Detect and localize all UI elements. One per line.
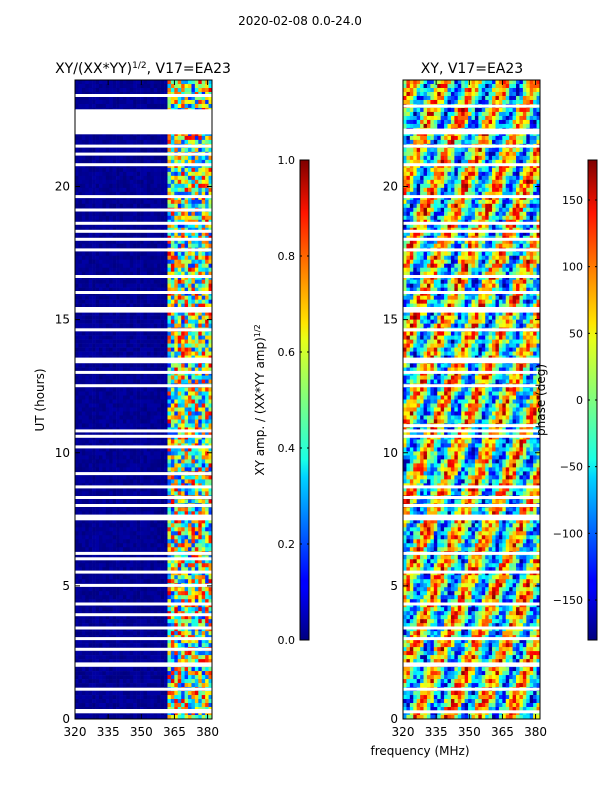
colorbar-tick-label: 1.0 [278, 154, 296, 167]
colorbar-tick-label: 0.4 [278, 442, 296, 455]
y-tick-label: 15 [55, 313, 70, 327]
amplitude-colorbar: 0.0 0.2 0.4 0.6 0.8 1.0 XY amp. / (XX*YY amp)… [253, 154, 310, 647]
phase-x-label: frequency (MHz) [370, 744, 469, 758]
figure-suptitle: 2020-02-08 0.0-24.0 [238, 14, 362, 28]
x-tick-label: 380 [196, 725, 219, 739]
phase-heatmap [403, 80, 541, 720]
x-tick-label: 350 [458, 725, 481, 739]
phase-x-axis: 320 335 350 365 380 [392, 80, 547, 739]
amplitude-y-axis: 0 5 10 15 20 [55, 180, 212, 726]
amplitude-colorbar-label: XY amp. / (XX*YY amp)1/2 [253, 324, 268, 475]
y-tick-label: 10 [383, 446, 398, 460]
colorbar-tick-label: 0.2 [278, 538, 296, 551]
colorbar-tick-label: 0 [576, 394, 583, 407]
y-tick-label: 20 [55, 180, 70, 194]
phase-panel-title: XY, V17=EA23 [421, 61, 523, 77]
colorbar-tick-label: 0.8 [278, 250, 296, 263]
x-tick-label: 365 [491, 725, 514, 739]
y-tick-label: 5 [390, 579, 398, 593]
phase-y-axis: 0 5 10 15 20 [383, 180, 540, 726]
colorbar-tick-label: 0.0 [278, 634, 296, 647]
y-tick-label: 0 [390, 712, 398, 726]
amplitude-panel: XY/(XX*YY)1/2, V17=EA23 320 335 350 365 380 … [33, 61, 231, 739]
amplitude-heatmap [75, 80, 213, 720]
amplitude-colorbar-ticks: 0.0 0.2 0.4 0.6 0.8 1.0 [278, 154, 309, 647]
phase-colorbar-ticks: −150 −100 −50 0 50 100 150 [553, 194, 597, 607]
phase-flagged-rows [403, 104, 540, 714]
x-tick-label: 350 [130, 725, 153, 739]
phase-colorbar: −150 −100 −50 0 50 100 150 phase (deg) [534, 159, 598, 641]
colorbar-tick-label: 0.6 [278, 346, 296, 359]
y-tick-label: 20 [383, 180, 398, 194]
phase-plot-frame [402, 79, 541, 720]
y-tick-label: 5 [62, 579, 70, 593]
amplitude-panel-title: XY/(XX*YY)1/2, V17=EA23 [55, 61, 231, 77]
x-tick-label: 335 [97, 725, 120, 739]
y-tick-label: 15 [383, 313, 398, 327]
y-tick-label: 10 [55, 446, 70, 460]
x-tick-label: 320 [392, 725, 415, 739]
amplitude-colorbar-gradient [299, 159, 310, 641]
colorbar-tick-label: −100 [553, 527, 583, 540]
colorbar-tick-label: 50 [569, 327, 583, 340]
amplitude-y-label: UT (hours) [33, 368, 47, 431]
y-tick-label: 0 [62, 712, 70, 726]
phase-panel: XY, V17=EA23 320 335 350 365 380 0 5 10 15 20 fr… [370, 61, 547, 758]
colorbar-tick-label: −150 [553, 594, 583, 607]
amplitude-flagged-rows [75, 94, 212, 714]
colorbar-tick-label: 150 [562, 194, 583, 207]
colorbar-tick-label: −50 [560, 461, 583, 474]
x-tick-label: 320 [64, 725, 87, 739]
phase-colorbar-label: phase (deg) [534, 364, 548, 436]
x-tick-label: 380 [524, 725, 547, 739]
colorbar-tick-label: 100 [562, 261, 583, 274]
amplitude-x-axis: 320 335 350 365 380 [64, 80, 219, 739]
x-tick-label: 335 [425, 725, 448, 739]
x-tick-label: 365 [163, 725, 186, 739]
amplitude-plot-frame [74, 79, 213, 720]
